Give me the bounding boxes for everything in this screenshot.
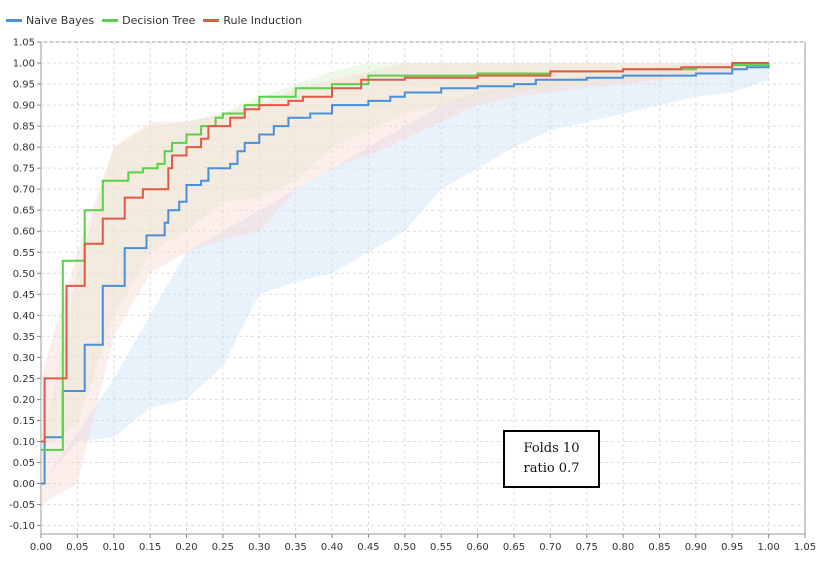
y-tick-label: 0.75 xyxy=(13,164,35,175)
x-tick-label: 0.95 xyxy=(721,542,743,553)
x-tick-label: 1.00 xyxy=(757,542,779,553)
y-tick-label: 0.35 xyxy=(13,332,35,343)
legend-label: Decision Tree xyxy=(122,14,196,27)
x-tick-label: 0.15 xyxy=(139,542,161,553)
annotation-folds: Folds 10 xyxy=(523,441,580,456)
x-tick-label: 0.55 xyxy=(430,542,452,553)
x-tick-label: 0.90 xyxy=(685,542,707,553)
confidence-bands xyxy=(41,63,769,505)
annotation-box: Folds 10 ratio 0.7 xyxy=(503,430,600,488)
x-tick-label: 0.35 xyxy=(285,542,307,553)
plot-area xyxy=(40,41,806,535)
y-tick-label: 0.40 xyxy=(13,311,35,322)
y-tick-label: 0.95 xyxy=(13,80,35,91)
legend-item-rule-induction: Rule Induction xyxy=(203,14,302,27)
series-lines xyxy=(41,62,770,485)
y-tick-label: 0.45 xyxy=(13,290,35,301)
x-tick-label: 0.30 xyxy=(248,542,270,553)
legend-swatch-rule-induction xyxy=(203,19,220,22)
y-tick-label: -0.10 xyxy=(9,521,35,532)
y-tick-label: 0.15 xyxy=(13,416,35,427)
x-tick-label: 0.20 xyxy=(175,542,197,553)
x-tick-label: 0.65 xyxy=(503,542,525,553)
y-tick-label: 0.65 xyxy=(13,206,35,217)
legend-item-decision-tree: Decision Tree xyxy=(102,14,195,27)
x-tick-label: 0.05 xyxy=(66,542,88,553)
legend-item-naive-bayes: Naive Bayes xyxy=(6,14,94,27)
line-rule-induction xyxy=(41,62,769,443)
x-tick-label: 0.70 xyxy=(539,542,561,553)
x-axis: 0.00 0.05 0.10 0.15 0.20 0.25 0.30 0.35 0.40 0.45… xyxy=(30,534,816,553)
band-decision-tree xyxy=(41,63,769,450)
y-tick-label: -0.05 xyxy=(9,500,35,511)
annotation-ratio: ratio 0.7 xyxy=(523,461,580,476)
y-tick-label: 0.55 xyxy=(13,248,35,259)
band-naive-bayes xyxy=(41,63,769,484)
legend: Naive Bayes Decision Tree Rule Induction xyxy=(6,14,302,27)
x-tick-label: 0.80 xyxy=(612,542,634,553)
x-tick-label: 0.00 xyxy=(30,542,52,553)
y-tick-label: 0.05 xyxy=(13,458,35,469)
x-tick-label: 1.05 xyxy=(794,542,816,553)
y-tick-label: 0.30 xyxy=(13,353,35,364)
y-tick-label: 0.90 xyxy=(13,101,35,112)
legend-swatch-decision-tree xyxy=(102,19,119,22)
y-tick-label: 0.70 xyxy=(13,185,35,196)
y-tick-label: 0.50 xyxy=(13,269,35,280)
x-tick-label: 0.45 xyxy=(357,542,379,553)
y-tick-label: 1.00 xyxy=(13,59,35,70)
x-tick-label: 0.75 xyxy=(576,542,598,553)
x-tick-label: 0.40 xyxy=(321,542,343,553)
legend-label: Rule Induction xyxy=(223,14,303,27)
line-naive-bayes xyxy=(41,63,770,485)
y-tick-label: 0.85 xyxy=(13,122,35,133)
y-tick-label: 0.80 xyxy=(13,143,35,154)
x-tick-label: 0.85 xyxy=(648,542,670,553)
y-tick-label: 0.25 xyxy=(13,374,35,385)
y-tick-label: 0.10 xyxy=(13,437,35,448)
legend-swatch-naive-bayes xyxy=(6,19,22,22)
band-rule-induction xyxy=(41,63,769,505)
y-tick-label: 1.05 xyxy=(13,38,35,49)
y-axis: -0.10 -0.05 0.00 0.05 0.10 0.15 0.20 0.25 0.30 0.… xyxy=(9,38,41,532)
x-tick-label: 0.25 xyxy=(212,542,234,553)
x-tick-label: 0.60 xyxy=(466,542,488,553)
legend-label: Naive Bayes xyxy=(26,14,95,27)
x-tick-label: 0.50 xyxy=(394,542,416,553)
y-tick-label: 0.00 xyxy=(13,479,35,490)
x-tick-label: 0.10 xyxy=(103,542,125,553)
y-tick-label: 0.60 xyxy=(13,227,35,238)
y-tick-label: 0.20 xyxy=(13,395,35,406)
